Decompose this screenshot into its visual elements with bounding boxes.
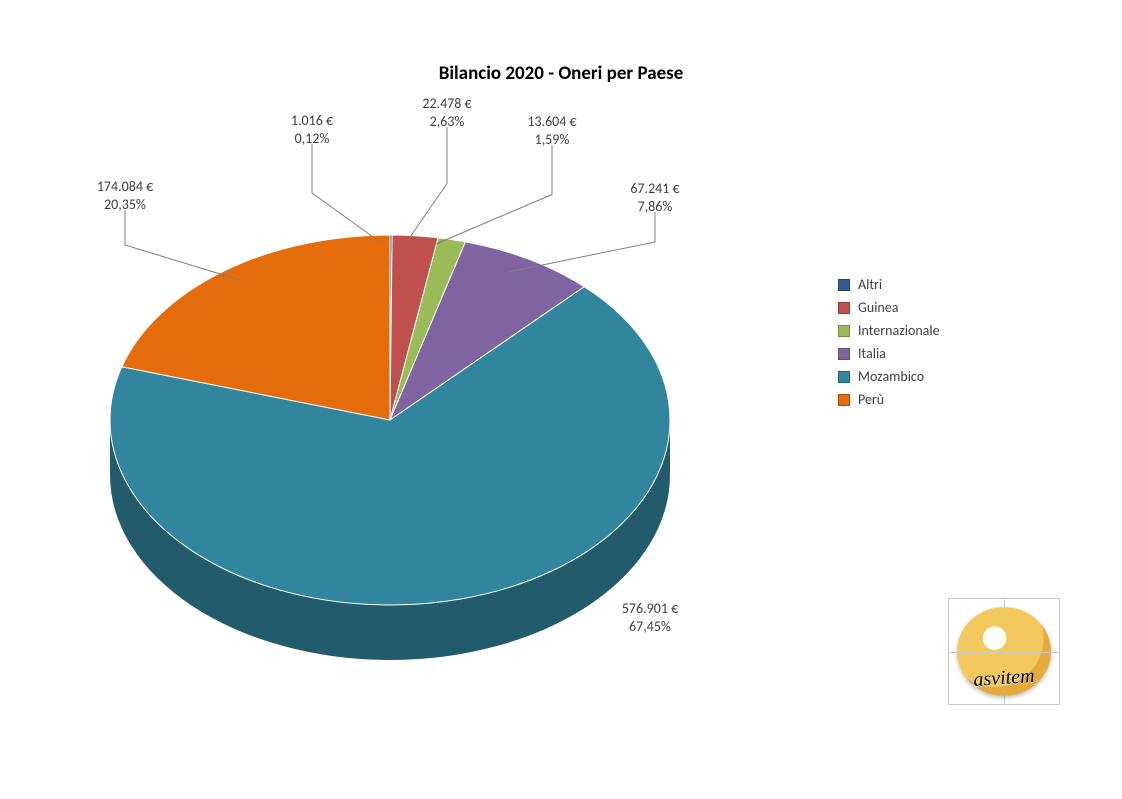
- legend-label: Italia: [858, 345, 886, 362]
- datalabel-italia: 67.241 €7,86%: [630, 180, 679, 215]
- datalabel-percent: 7,86%: [630, 198, 679, 216]
- legend-swatch: [838, 371, 850, 383]
- datalabel-value: 576.901 €: [622, 600, 678, 618]
- datalabel-percent: 67,45%: [622, 618, 678, 636]
- datalabel-percent: 2,63%: [422, 113, 471, 131]
- datalabel-value: 13.604 €: [527, 113, 576, 131]
- datalabel-value: 67.241 €: [630, 180, 679, 198]
- legend: Altri Guinea Internazionale Italia Mozambico…: [838, 270, 940, 414]
- datalabel-value: 1.016 €: [291, 112, 333, 130]
- legend-item-internazionale: Internazionale: [838, 322, 940, 339]
- datalabel-percent: 20,35%: [97, 196, 153, 214]
- legend-item-altri: Altri: [838, 276, 940, 293]
- legend-label: Guinea: [858, 299, 898, 316]
- datalabel-perù: 174.084 €20,35%: [97, 178, 153, 213]
- legend-swatch: [838, 348, 850, 360]
- legend-item-italia: Italia: [838, 345, 940, 362]
- legend-label: Mozambico: [858, 368, 924, 385]
- datalabel-guinea: 22.478 €2,63%: [422, 95, 471, 130]
- chart-stage: Bilancio 2020 - Oneri per Paese AltriGui…: [0, 0, 1122, 794]
- legend-swatch: [838, 394, 850, 406]
- legend-item-guinea: Guinea: [838, 299, 940, 316]
- datalabel-value: 22.478 €: [422, 95, 471, 113]
- legend-swatch: [838, 325, 850, 337]
- legend-swatch: [838, 279, 850, 291]
- legend-item-perù: Perù: [838, 391, 940, 408]
- legend-label: Perù: [858, 391, 884, 408]
- datalabel-value: 174.084 €: [97, 178, 153, 196]
- legend-label: Internazionale: [858, 322, 940, 339]
- legend-swatch: [838, 302, 850, 314]
- datalabel-percent: 0,12%: [291, 130, 333, 148]
- org-logo: asvitem: [948, 598, 1060, 705]
- datalabel-internazionale: 13.604 €1,59%: [527, 113, 576, 148]
- datalabel-mozambico: 576.901 €67,45%: [622, 600, 678, 635]
- datalabel-percent: 1,59%: [527, 131, 576, 149]
- datalabel-altri: 1.016 €0,12%: [291, 112, 333, 147]
- legend-item-mozambico: Mozambico: [838, 368, 940, 385]
- legend-label: Altri: [858, 276, 882, 293]
